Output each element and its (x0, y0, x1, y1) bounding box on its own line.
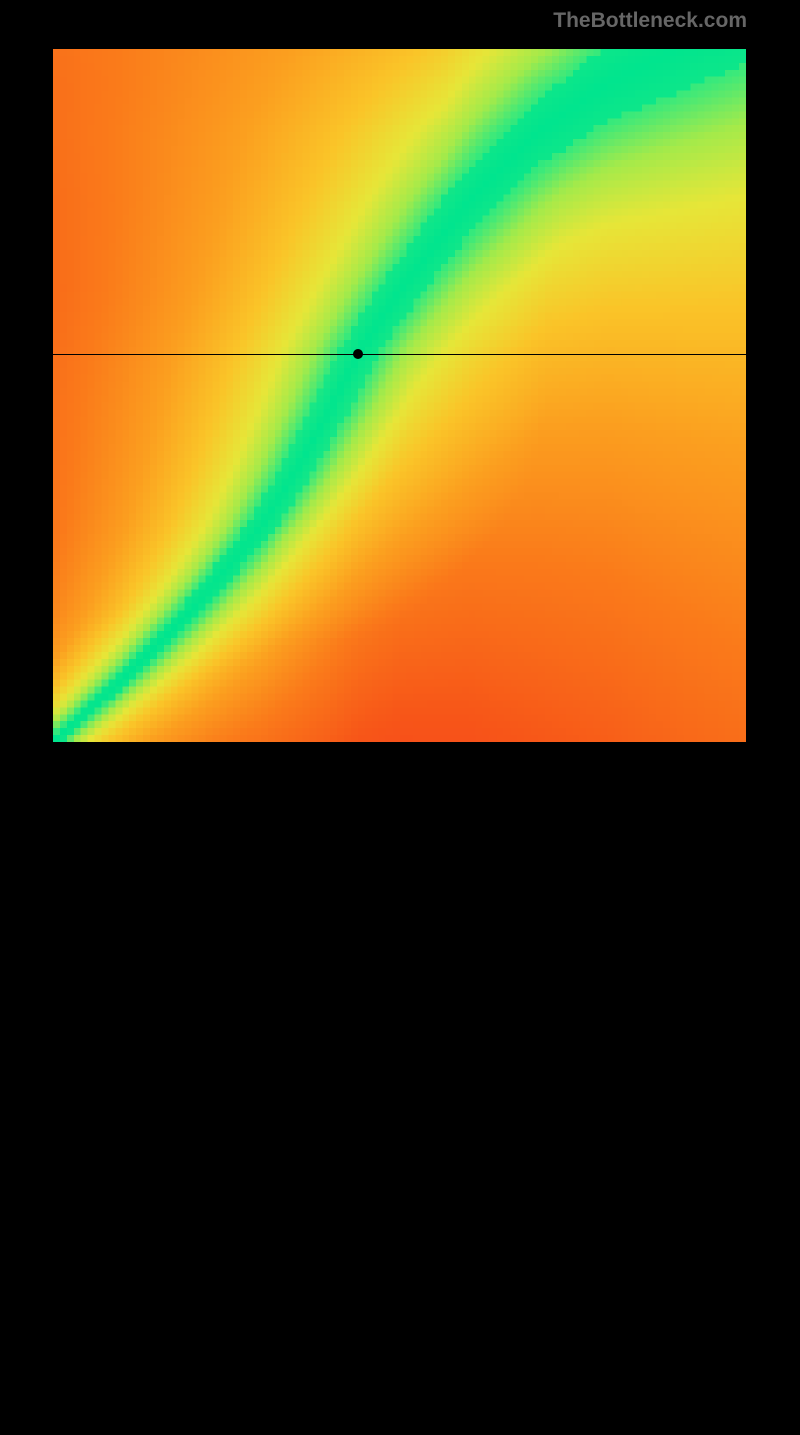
heatmap-plot (53, 49, 746, 742)
heatmap-canvas (53, 49, 746, 742)
crosshair-marker (353, 349, 363, 359)
crosshair-vertical (358, 742, 359, 1435)
crosshair-horizontal (53, 354, 746, 355)
watermark-text: TheBottleneck.com (553, 9, 747, 33)
